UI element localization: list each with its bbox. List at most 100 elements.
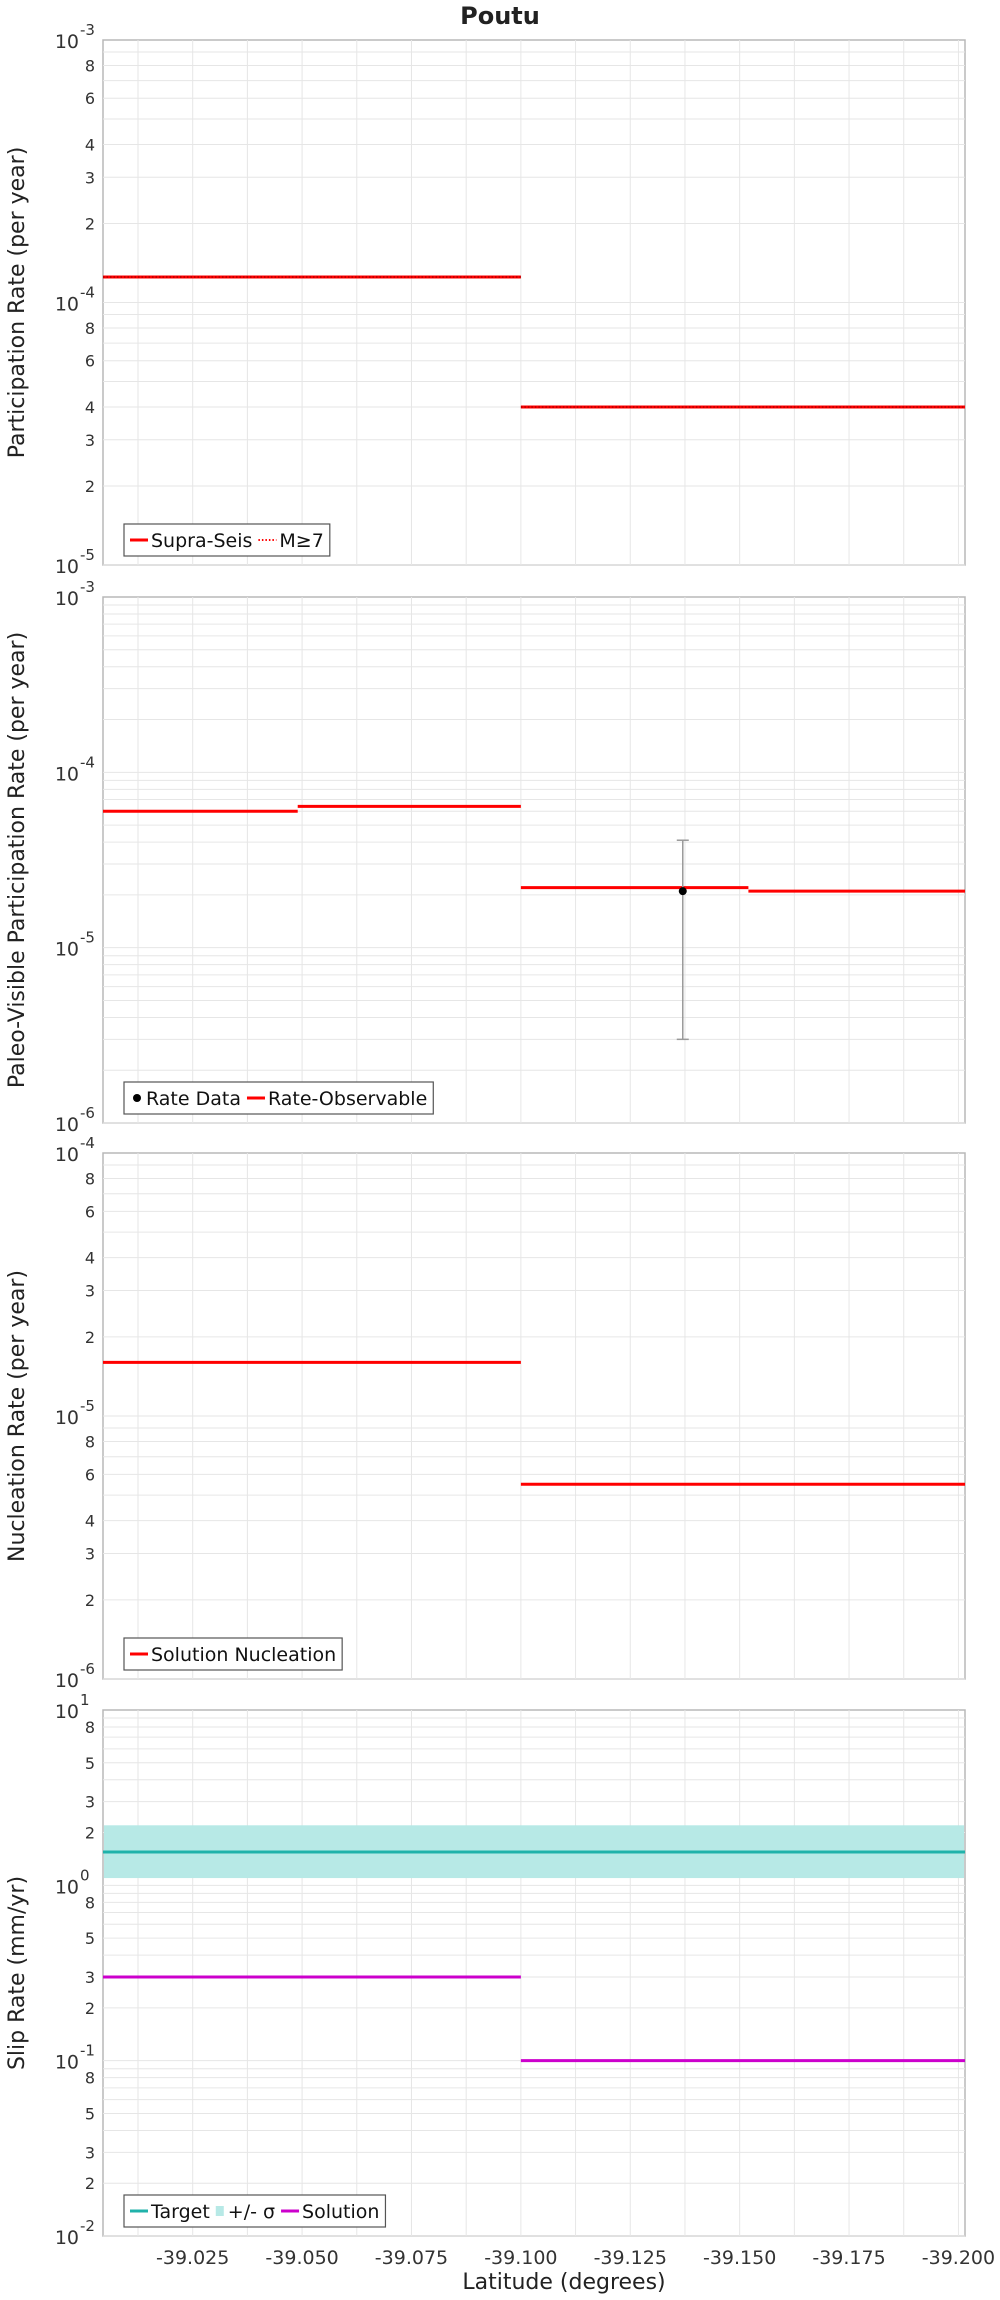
- legend-label: Supra-Seis: [151, 530, 252, 552]
- y-minor-tick-label: 6: [85, 1202, 95, 1221]
- y-minor-tick-label: 5: [85, 2104, 95, 2123]
- y-major-tick-label: 101: [55, 1691, 90, 1723]
- x-axis-title: Latitude (degrees): [462, 2270, 665, 2295]
- legend: Target +/- σ Solution: [123, 2194, 387, 2228]
- x-tick-label: -39.200: [922, 2247, 995, 2269]
- y-minor-tick-label: 2: [85, 2174, 95, 2193]
- y-minor-tick-label: 5: [85, 1754, 95, 1773]
- y-minor-tick-label: 6: [85, 1465, 95, 1484]
- y-major-tick-label: 10-1: [55, 2042, 95, 2074]
- y-minor-tick-label: 3: [85, 1968, 95, 1987]
- y-major-tick-label: 10-4: [55, 1134, 95, 1166]
- y-minor-tick-label: 8: [85, 1169, 95, 1188]
- y-minor-tick-label: 8: [85, 56, 95, 75]
- y-minor-tick-label: 4: [85, 1249, 95, 1268]
- y-tick-exponent: -5: [80, 929, 95, 947]
- y-major-tick-label: 10-6: [55, 1660, 95, 1692]
- legend-box: [123, 1081, 434, 1115]
- y-tick-base: 10: [55, 1876, 79, 1898]
- y-tick-base: 10: [55, 556, 79, 578]
- y-tick-base: 10: [55, 939, 79, 961]
- y-minor-tick-label: 2: [85, 1591, 95, 1610]
- y-tick-exponent: -2: [80, 2217, 95, 2235]
- y-axis-title: Slip Rate (mm/yr): [5, 1876, 30, 2070]
- y-major-tick-label: 10-6: [55, 1104, 95, 1136]
- y-minor-tick-label: 3: [85, 2143, 95, 2162]
- y-minor-tick-label: 6: [85, 352, 95, 371]
- x-tick-label: -39.050: [265, 2247, 338, 2269]
- y-minor-tick-label: 3: [85, 168, 95, 187]
- x-axis-ticks: -39.025 -39.050 -39.075 -39.100 -39.125 -39.1…: [156, 2247, 995, 2269]
- y-tick-base: 10: [55, 31, 79, 53]
- plot-area: [102, 1709, 966, 2237]
- y-tick-exponent: -6: [80, 1104, 95, 1122]
- legend-marker-point: [133, 1094, 141, 1102]
- legend-label: Solution Nucleation: [151, 1644, 336, 1666]
- y-tick-base: 10: [55, 1670, 79, 1692]
- y-major-tick-label: 10-5: [55, 546, 95, 578]
- y-minor-tick-label: 2: [85, 1999, 95, 2018]
- chart-title: Poutu: [460, 2, 540, 30]
- legend-label: Target: [150, 2201, 210, 2223]
- y-minor-tick-label: 2: [85, 214, 95, 233]
- y-major-tick-label: 10-5: [55, 1397, 95, 1429]
- y-major-tick-label: 10-3: [55, 578, 95, 610]
- legend-label: Rate Data: [146, 1088, 241, 1110]
- y-major-tick-label: 10-4: [55, 284, 95, 316]
- y-tick-base: 10: [55, 1701, 79, 1723]
- y-minor-tick-label: 2: [85, 477, 95, 496]
- y-tick-exponent: -1: [80, 2042, 95, 2060]
- rate-data-point: [678, 887, 687, 896]
- y-minor-tick-label: 5: [85, 1929, 95, 1948]
- y-tick-exponent: -4: [80, 284, 95, 302]
- legend-box: [123, 2194, 387, 2228]
- y-major-tick-label: 10-2: [55, 2217, 95, 2249]
- legend-box: [123, 523, 331, 557]
- legend: Solution Nucleation: [123, 1637, 343, 1671]
- x-tick-label: -39.125: [594, 2247, 667, 2269]
- y-tick-exponent: -5: [80, 546, 95, 564]
- y-minor-tick-label: 8: [85, 1893, 95, 1912]
- y-tick-exponent: 0: [80, 1866, 90, 1884]
- x-tick-label: -39.175: [812, 2247, 885, 2269]
- y-axis-title: Participation Rate (per year): [5, 147, 30, 459]
- y-minor-tick-label: 2: [85, 1824, 95, 1843]
- y-tick-exponent: -4: [80, 1134, 95, 1152]
- y-major-tick-label: 10-5: [55, 929, 95, 961]
- y-tick-exponent: -4: [80, 753, 95, 771]
- y-minor-tick-label: 3: [85, 1793, 95, 1812]
- y-tick-base: 10: [55, 1407, 79, 1429]
- y-minor-tick-label: 4: [85, 398, 95, 417]
- y-tick-base: 10: [55, 1144, 79, 1166]
- y-minor-tick-label: 3: [85, 1282, 95, 1301]
- y-minor-tick-label: 3: [85, 1545, 95, 1564]
- y-tick-base: 10: [55, 294, 79, 316]
- y-tick-base: 10: [55, 2052, 79, 2074]
- y-tick-exponent: -3: [80, 578, 95, 596]
- y-minor-tick-label: 6: [85, 89, 95, 108]
- y-tick-base: 10: [55, 2227, 79, 2249]
- y-axis-title: Paleo-Visible Participation Rate (per ye…: [5, 632, 30, 1088]
- y-minor-tick-label: 4: [85, 135, 95, 154]
- x-tick-label: -39.150: [703, 2247, 776, 2269]
- y-minor-tick-label: 8: [85, 319, 95, 338]
- y-tick-base: 10: [55, 588, 79, 610]
- y-minor-tick-label: 8: [85, 1432, 95, 1451]
- legend-label: +/- σ: [228, 2201, 275, 2223]
- y-tick-exponent: -3: [80, 21, 95, 39]
- y-minor-tick-label: 2: [85, 1328, 95, 1347]
- legend: Rate Data Rate-Observable: [123, 1081, 434, 1115]
- y-major-tick-label: 10-4: [55, 753, 95, 785]
- legend-label: Solution: [302, 2201, 379, 2223]
- y-minor-tick-label: 8: [85, 2069, 95, 2088]
- y-tick-exponent: -6: [80, 1660, 95, 1678]
- y-axis-title: Nucleation Rate (per year): [5, 1270, 30, 1562]
- y-tick-base: 10: [55, 1114, 79, 1136]
- y-minor-tick-label: 3: [85, 431, 95, 450]
